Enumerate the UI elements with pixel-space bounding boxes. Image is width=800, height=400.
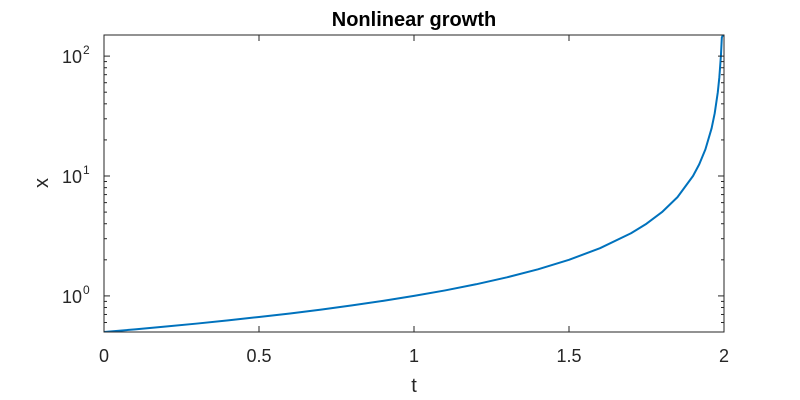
x-tick-label: 1 <box>409 346 419 366</box>
series-line-0 <box>104 35 724 332</box>
y-tick-label-exponent: 2 <box>83 43 90 57</box>
axis-ticks <box>103 35 725 333</box>
y-tick-label-exponent: 0 <box>83 283 90 297</box>
x-axis-label: t <box>411 375 417 397</box>
y-tick-label: 10 <box>62 167 82 187</box>
x-tick-label: 0 <box>99 346 109 366</box>
y-tick-label: 10 <box>62 287 82 307</box>
chart-title: Nonlinear growth <box>332 9 496 31</box>
x-tick-label: 0.5 <box>246 346 271 366</box>
x-tick-label: 2 <box>719 346 729 366</box>
y-tick-label-exponent: 1 <box>83 163 90 177</box>
x-tick-label: 1.5 <box>556 346 581 366</box>
y-tick-label: 10 <box>62 47 82 67</box>
y-axis-label: x <box>31 178 53 188</box>
